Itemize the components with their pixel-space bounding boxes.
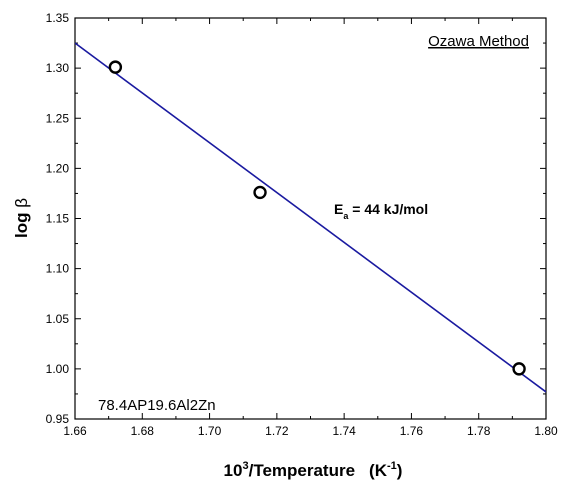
- xlabel-unit-open: (K: [369, 461, 388, 480]
- x-tick-label: 1.72: [265, 424, 289, 438]
- y-tick-label: 1.35: [46, 11, 70, 25]
- x-tick-label: 1.78: [467, 424, 491, 438]
- xlabel-unit-close: ): [397, 461, 403, 480]
- x-tick-label: 1.80: [534, 424, 558, 438]
- data-point: [512, 362, 526, 376]
- x-tick-label: 1.68: [131, 424, 155, 438]
- data-points: [108, 60, 526, 376]
- x-axis-title: 103/Temperature (K-1): [224, 460, 403, 480]
- plot-frame: [74, 17, 547, 420]
- data-point: [253, 185, 267, 200]
- y-tick-label: 1.15: [46, 212, 70, 226]
- ea-rest: = 44 kJ/mol: [348, 201, 428, 217]
- y-tick-label: 1.20: [46, 161, 70, 175]
- data-point: [108, 60, 123, 74]
- xlabel-base: 10: [224, 461, 243, 480]
- y-tick-label: 1.00: [46, 362, 70, 376]
- axis-ticks: [74, 17, 547, 420]
- x-tick-label: 1.70: [198, 424, 222, 438]
- x-tick-label: 1.66: [63, 424, 87, 438]
- xlabel-unit-sup: -1: [387, 460, 397, 472]
- y-tick-label: 1.05: [46, 312, 70, 326]
- y-axis-title: log β: [12, 198, 31, 238]
- y-tick-label: 1.25: [46, 111, 70, 125]
- x-tick-labels: 1.66 1.68 1.70 1.72 1.74 1.76 1.78 1.80: [63, 424, 558, 438]
- xlabel-main: /Temperature: [249, 461, 355, 480]
- xlabel-base-sup: 3: [242, 460, 248, 472]
- ylabel-main: log: [12, 208, 31, 238]
- x-tick-label: 1.74: [332, 424, 356, 438]
- ea-sub: a: [343, 211, 349, 221]
- y-tick-labels: 0.95 1.00 1.05 1.10 1.15 1.20 1.25 1.30 1.35: [46, 11, 70, 426]
- x-tick-label: 1.76: [400, 424, 424, 438]
- ylabel-symbol: β: [12, 198, 31, 208]
- fit-line: [75, 42, 546, 393]
- activation-energy-label: Ea = 44 kJ/mol: [334, 201, 428, 221]
- y-tick-label: 1.10: [46, 262, 70, 276]
- ea-main: E: [334, 201, 343, 217]
- method-label: Ozawa Method: [428, 33, 529, 50]
- y-tick-label: 1.30: [46, 61, 70, 75]
- y-tick-label: 0.95: [46, 412, 70, 426]
- sample-label: 78.4AP19.6Al2Zn: [98, 397, 216, 414]
